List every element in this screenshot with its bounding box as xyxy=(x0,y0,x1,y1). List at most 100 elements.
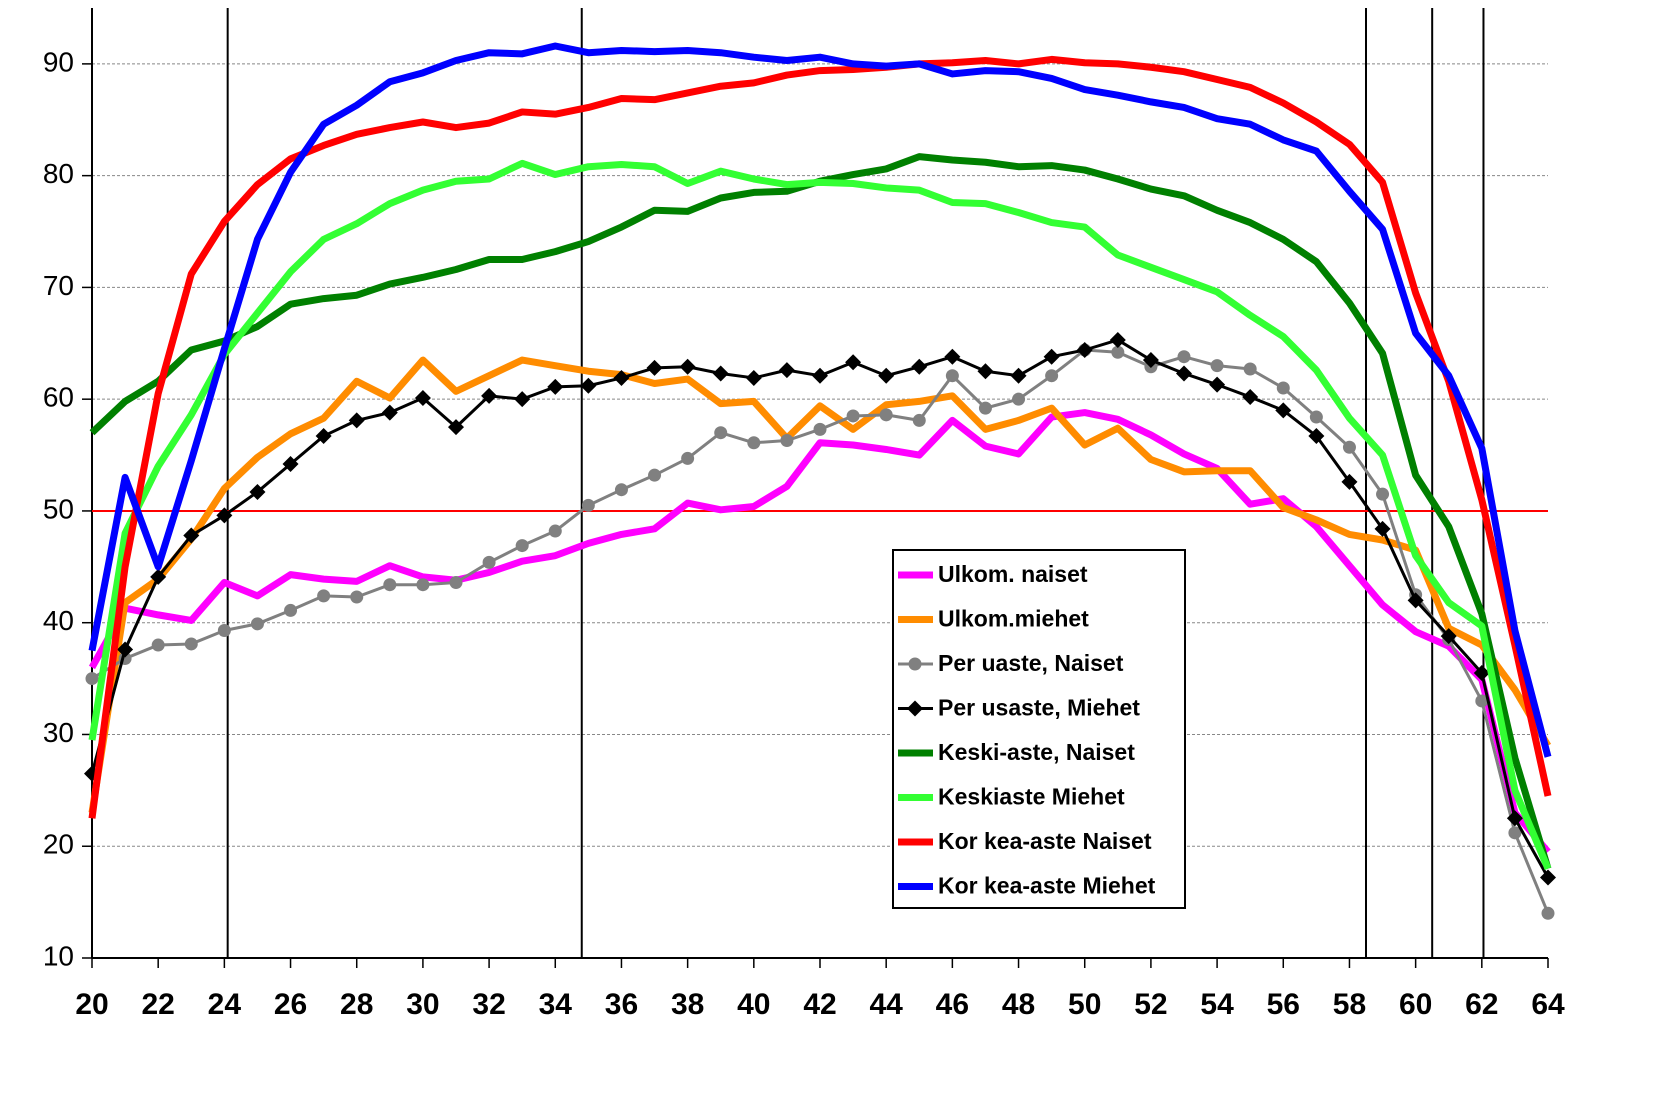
legend-label: Ulkom. naiset xyxy=(938,561,1088,587)
x-tick-label: 28 xyxy=(340,988,373,1021)
y-tick-label: 70 xyxy=(43,270,74,301)
marker xyxy=(1309,410,1323,424)
x-tick-label: 54 xyxy=(1200,988,1234,1021)
y-tick-label: 90 xyxy=(43,46,74,77)
marker xyxy=(1276,381,1290,395)
line xyxy=(88,55,1552,819)
marker xyxy=(581,498,595,512)
x-tick-label: 40 xyxy=(737,988,770,1021)
legend-label: Per uaste, Naiset xyxy=(938,650,1124,676)
marker xyxy=(317,589,331,603)
legend-label: Per usaste, Miehet xyxy=(938,695,1140,721)
x-tick-label: 62 xyxy=(1465,988,1498,1021)
marker xyxy=(482,555,496,569)
y-tick-label: 20 xyxy=(43,829,74,860)
y-tick-label: 30 xyxy=(43,717,74,748)
marker xyxy=(250,617,264,631)
marker xyxy=(1076,342,1093,358)
marker xyxy=(515,539,529,553)
marker xyxy=(150,568,167,585)
marker xyxy=(1109,331,1126,348)
marker xyxy=(911,358,928,375)
x-tick-label: 52 xyxy=(1134,988,1167,1021)
y-tick-label: 10 xyxy=(43,940,74,971)
x-tick-label: 48 xyxy=(1002,988,1035,1021)
marker xyxy=(184,637,198,651)
line xyxy=(88,159,1552,870)
x-tick-label: 46 xyxy=(936,988,969,1021)
marker xyxy=(846,409,860,423)
marker xyxy=(448,419,464,436)
marker xyxy=(414,390,431,407)
marker xyxy=(780,434,794,448)
x-tick-label: 44 xyxy=(869,988,903,1021)
marker xyxy=(1540,869,1556,886)
y-tick-label: 60 xyxy=(43,382,74,413)
marker xyxy=(1275,402,1292,419)
marker xyxy=(977,363,994,380)
line xyxy=(88,409,1551,855)
x-tick-label: 20 xyxy=(75,988,108,1021)
series xyxy=(85,343,1555,920)
legend: Ulkom. naiset Ulkom.miehet Per uaste, Nais… xyxy=(892,549,1186,909)
marker xyxy=(1142,352,1159,369)
marker xyxy=(745,369,762,386)
marker xyxy=(908,657,922,671)
x-tick-label: 32 xyxy=(472,988,505,1021)
marker xyxy=(879,408,893,422)
marker xyxy=(383,578,397,592)
marker xyxy=(681,451,695,465)
x-tick-label: 56 xyxy=(1267,988,1300,1021)
marker xyxy=(1475,694,1489,708)
marker xyxy=(1506,810,1523,827)
marker xyxy=(580,377,597,394)
legend-label: Kor kea-aste Miehet xyxy=(938,873,1156,899)
legend-label: Ulkom.miehet xyxy=(938,606,1089,632)
marker xyxy=(85,672,99,686)
marker xyxy=(978,401,992,415)
marker xyxy=(216,507,233,524)
marker xyxy=(1374,520,1391,537)
series xyxy=(88,409,1551,855)
marker xyxy=(183,527,200,544)
x-tick-label: 26 xyxy=(274,988,307,1021)
x-tick-label: 30 xyxy=(406,988,439,1021)
marker xyxy=(481,387,498,404)
y-tick-label: 40 xyxy=(43,605,74,636)
marker xyxy=(944,348,961,365)
legend-box xyxy=(892,549,1186,909)
marker xyxy=(1176,365,1192,382)
marker xyxy=(1341,473,1358,490)
marker xyxy=(381,404,398,421)
marker xyxy=(648,468,662,482)
marker xyxy=(1508,826,1522,840)
marker xyxy=(117,641,134,658)
x-tick-label: 24 xyxy=(208,988,242,1021)
marker xyxy=(1407,592,1424,609)
marker xyxy=(878,367,895,384)
series xyxy=(84,331,1556,886)
marker xyxy=(613,369,630,386)
marker xyxy=(778,362,795,379)
marker xyxy=(350,590,364,604)
marker xyxy=(1209,376,1226,393)
x-tick-label: 60 xyxy=(1399,988,1432,1021)
marker xyxy=(912,413,926,427)
marker xyxy=(348,412,365,429)
marker xyxy=(1243,362,1257,376)
marker xyxy=(449,575,463,589)
marker xyxy=(1541,906,1555,920)
marker xyxy=(1342,440,1356,454)
x-tick-label: 64 xyxy=(1531,988,1565,1021)
series xyxy=(88,159,1552,870)
y-tick-label: 80 xyxy=(43,158,74,189)
marker xyxy=(1376,487,1390,501)
marker xyxy=(1308,428,1325,445)
marker xyxy=(315,428,332,445)
marker xyxy=(1043,348,1060,365)
x-tick-label: 36 xyxy=(605,988,638,1021)
x-tick-label: 38 xyxy=(671,988,704,1021)
marker xyxy=(813,422,827,436)
marker xyxy=(217,624,231,638)
